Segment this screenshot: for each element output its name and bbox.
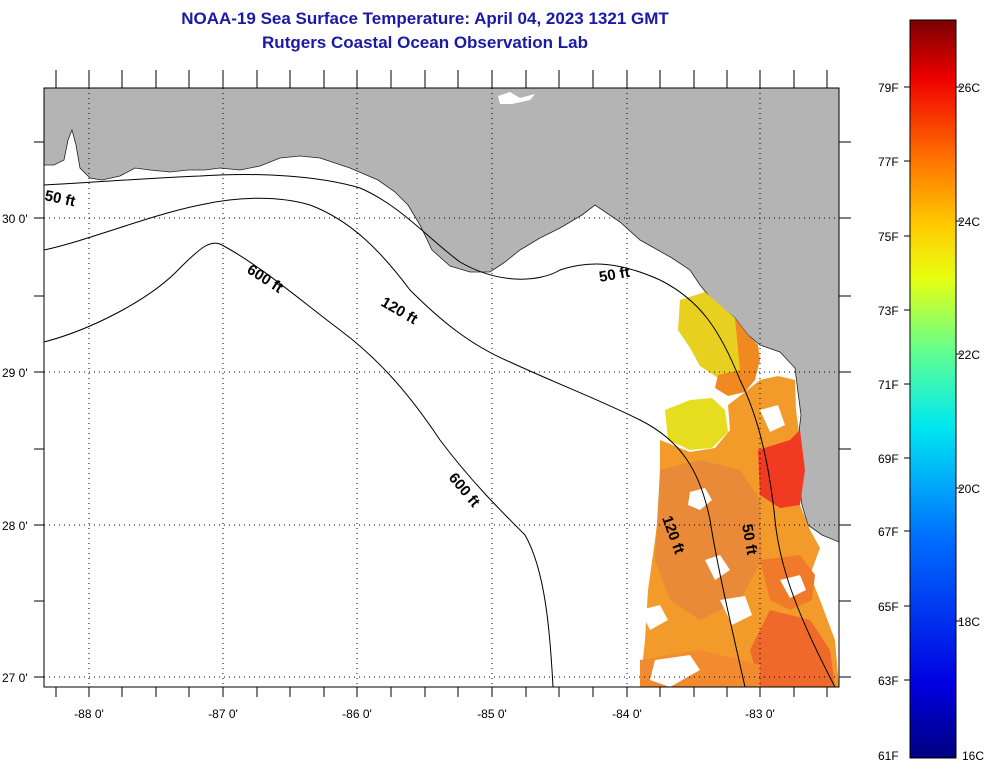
- map-area: 50 ft 600 ft 120 ft 50 ft 600 ft 120 ft …: [2, 70, 851, 721]
- colorbar-f-label: 67F: [878, 525, 899, 539]
- sst-overlay: [640, 292, 839, 687]
- contour-50ft: [44, 174, 836, 687]
- colorbar-f-label: 65F: [878, 600, 899, 614]
- contour-label-50ft-west: 50 ft: [43, 187, 77, 210]
- lon-label: -84 0': [612, 707, 642, 721]
- contour-label-50ft-north: 50 ft: [598, 264, 631, 286]
- bathymetry-contours: [44, 174, 836, 687]
- map-subtitle: Rutgers Coastal Ocean Observation Lab: [262, 33, 588, 52]
- colorbar-f-label: 71F: [878, 378, 899, 392]
- lat-label: 28 0': [2, 519, 28, 533]
- colorbar-f-label: 69F: [878, 452, 899, 466]
- colorbar-c-label: 22C: [958, 348, 980, 362]
- colorbar-scale: [909, 19, 957, 759]
- land-mass: [44, 88, 839, 543]
- lon-label: -88 0': [74, 707, 104, 721]
- contour-120ft: [44, 197, 746, 687]
- colorbar-f-label: 77F: [878, 155, 899, 169]
- colorbar-c-label: 24C: [958, 215, 980, 229]
- contour-600ft: [44, 242, 554, 687]
- colorbar-ticks: [904, 86, 962, 681]
- lat-label: 29 0': [2, 366, 28, 380]
- lon-label: -87 0': [208, 707, 238, 721]
- colorbar-f-label: 63F: [878, 674, 899, 688]
- colorbar-f-label: 61F: [878, 749, 899, 763]
- map-frame: [43, 87, 840, 688]
- colorbar-c-label: 26C: [958, 81, 980, 95]
- colorbar-c-label: 18C: [958, 615, 980, 629]
- colorbar-c-label: 16C: [962, 749, 984, 763]
- lat-label: 27 0': [2, 671, 28, 685]
- colorbar-f-label: 79F: [878, 81, 899, 95]
- lon-label: -86 0': [342, 707, 372, 721]
- colorbar-f-label: 73F: [878, 304, 899, 318]
- map-title: NOAA-19 Sea Surface Temperature: April 0…: [181, 9, 669, 28]
- colorbar: 79F 77F 75F 73F 71F 69F 67F 65F 63F 61F …: [878, 19, 984, 763]
- colorbar-f-label: 75F: [878, 230, 899, 244]
- lake: [498, 92, 535, 104]
- tick-marks: [34, 70, 851, 697]
- lon-label: -85 0': [477, 707, 507, 721]
- contour-label-50ft-south: 50 ft: [738, 523, 760, 556]
- colorbar-c-label: 20C: [958, 482, 980, 496]
- lon-label: -83 0': [745, 707, 775, 721]
- lat-label: 30 0': [2, 212, 28, 226]
